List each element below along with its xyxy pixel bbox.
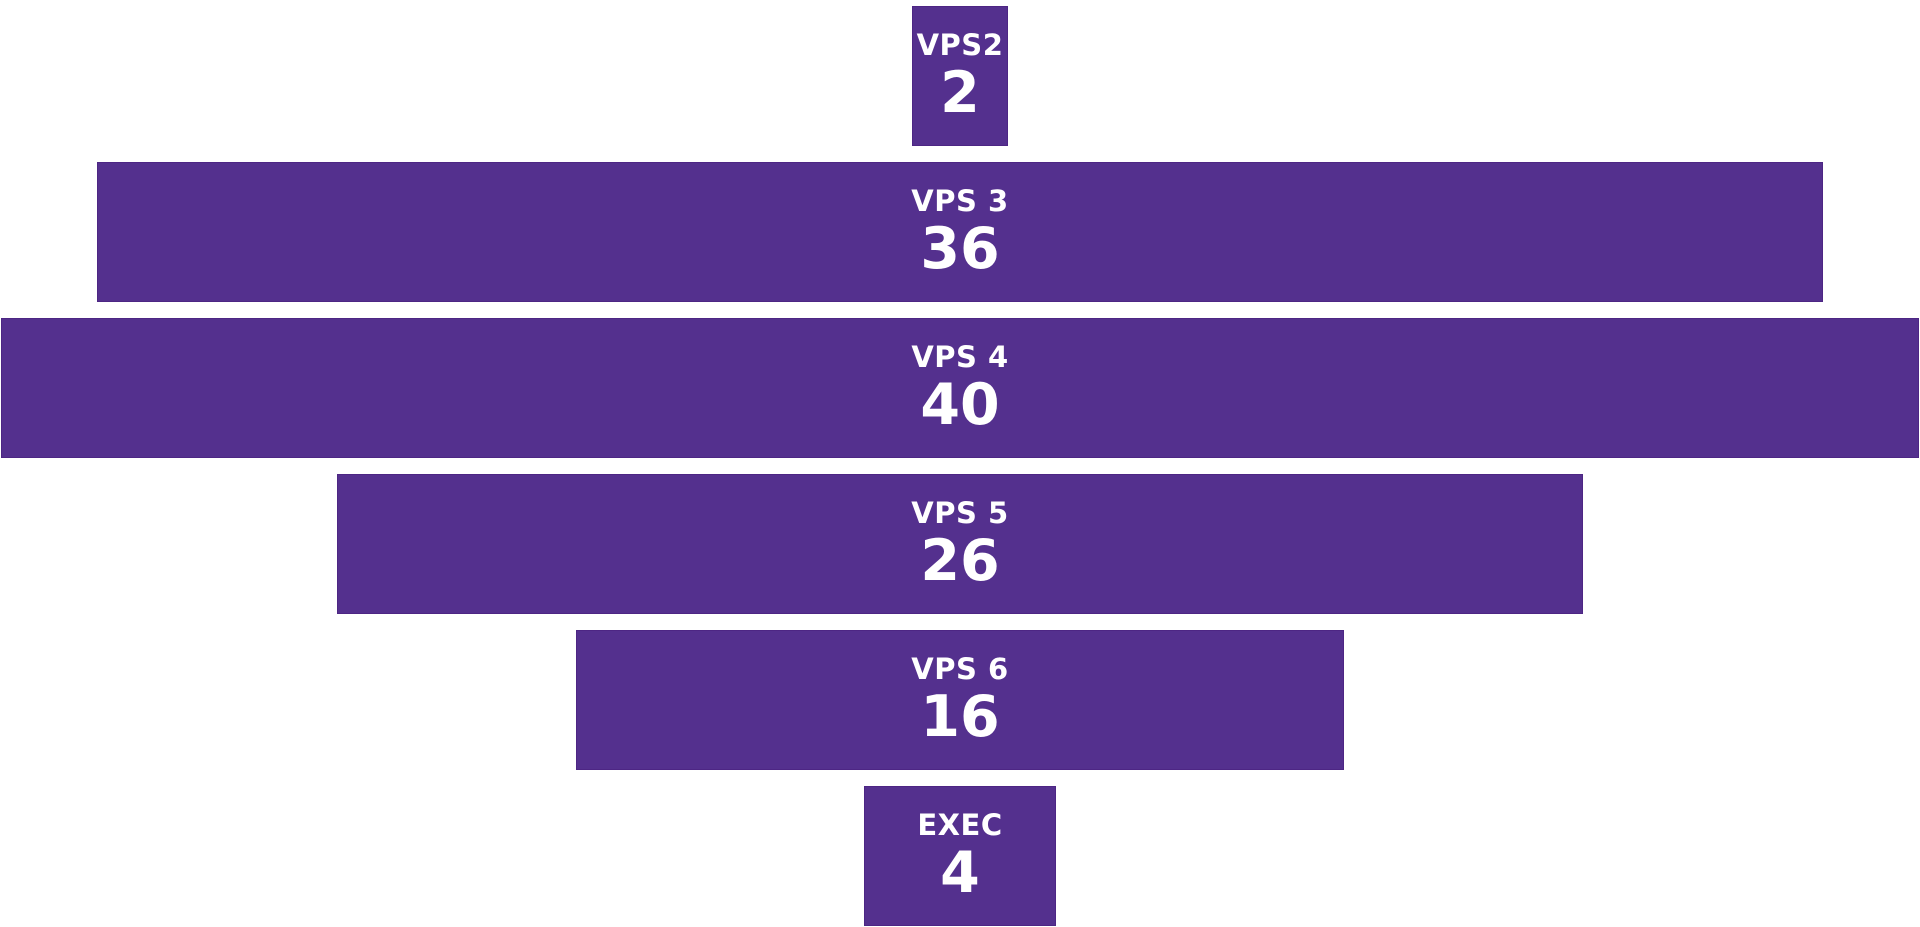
bar-category-label: VPS 6	[911, 651, 1009, 686]
bar-value-label: 40	[920, 371, 1000, 438]
bar-value-label: 26	[920, 527, 1000, 594]
bar-category-label: VPS 4	[911, 339, 1009, 374]
bar-category-label: VPS2	[916, 27, 1004, 62]
funnel-bar: VPS 5 26	[336, 474, 1584, 614]
bar-value-label: 36	[920, 215, 1000, 282]
bar-value-label: 4	[940, 839, 980, 906]
funnel-bar: VPS 3 36	[96, 162, 1824, 302]
bar-value-label: 2	[940, 59, 980, 126]
funnel-bar: EXEC 4	[864, 786, 1056, 926]
bar-category-label: VPS 5	[911, 495, 1009, 530]
funnel-bar: VPS 6 16	[576, 630, 1344, 770]
funnel-bar: VPS 4 40	[1, 318, 1919, 458]
bar-value-label: 16	[920, 683, 1000, 750]
bar-category-label: EXEC	[917, 807, 1003, 842]
funnel-bar: VPS2 2	[912, 6, 1008, 146]
bar-category-label: VPS 3	[911, 183, 1009, 218]
